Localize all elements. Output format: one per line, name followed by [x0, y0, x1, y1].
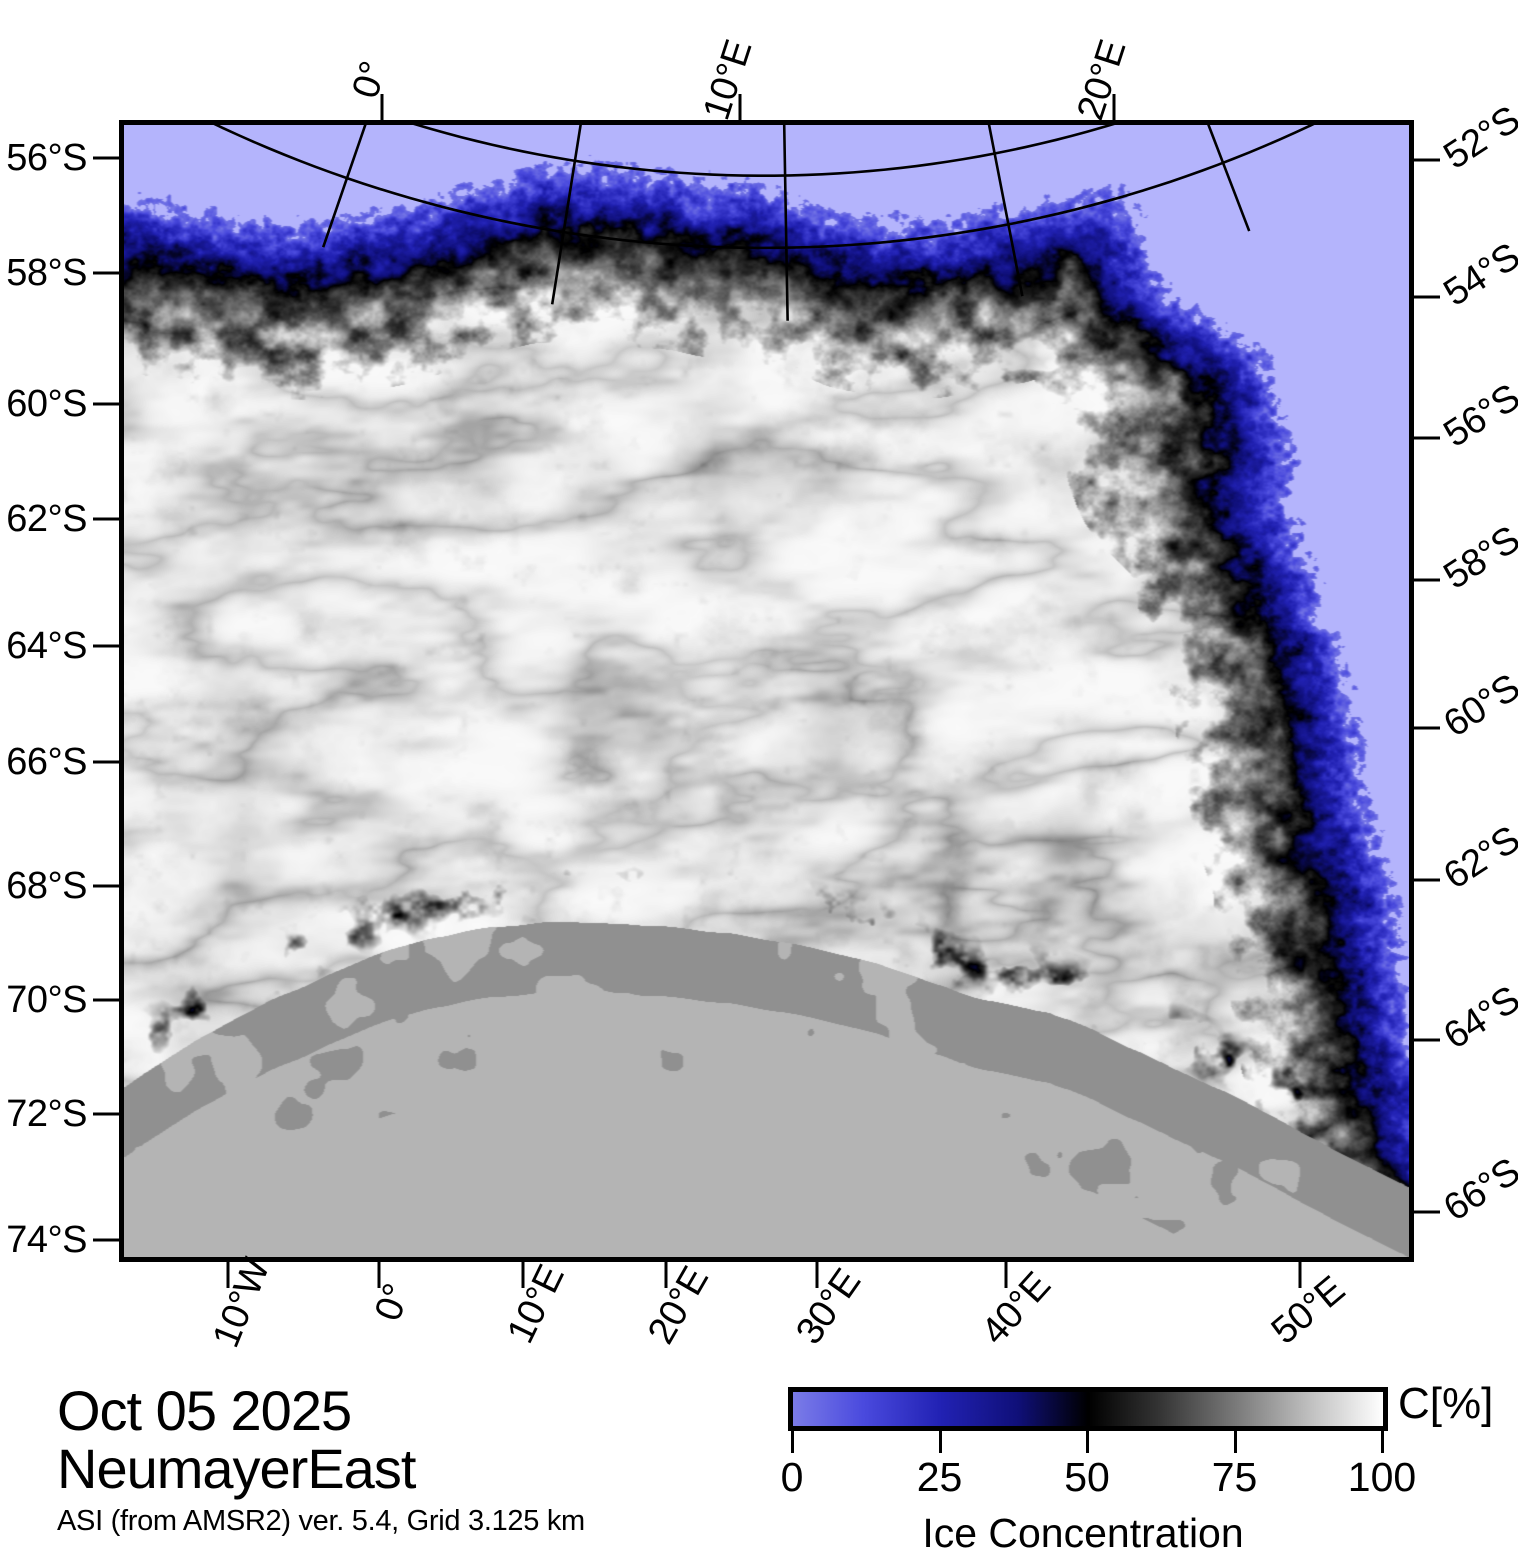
- map-region-name: NeumayerEast: [57, 1437, 416, 1500]
- axis-label: 20°E: [1069, 35, 1135, 126]
- colorbar-tick: [938, 1431, 942, 1453]
- axis-label: 52°S: [1436, 98, 1518, 178]
- colorbar-tick-label: 25: [916, 1454, 963, 1500]
- sea-ice-map: [119, 120, 1414, 1262]
- axis-label: 54°S: [1436, 235, 1518, 315]
- ice-concentration-raster: [124, 125, 1409, 1257]
- axis-label: 74°S: [6, 1219, 87, 1261]
- colorbar-tick-label: 75: [1211, 1454, 1258, 1500]
- colorbar-tick: [1086, 1431, 1089, 1453]
- colorbar-tick-label: 100: [1347, 1454, 1417, 1500]
- colorbar-tick-label: 50: [1064, 1454, 1110, 1500]
- colorbar-caption: Ice Concentration: [922, 1510, 1244, 1556]
- axis-label: 66°S: [1436, 1150, 1518, 1230]
- axis-label: 56°S: [6, 137, 87, 179]
- axis-label: 10°E: [695, 35, 761, 126]
- axis-label: 60°S: [1436, 666, 1518, 746]
- map-source-info: ASI (from AMSR2) ver. 5.4, Grid 3.125 km: [57, 1505, 585, 1537]
- axis-label: 30°E: [788, 1261, 869, 1353]
- axis-label: 70°S: [6, 979, 87, 1021]
- colorbar-gradient: [793, 1392, 1383, 1426]
- colorbar-tick-row: 0 25 50 75 100: [781, 1431, 1416, 1499]
- axis-label: 66°S: [6, 741, 87, 783]
- title-block: Oct 05 2025 NeumayerEast ASI (from AMSR2…: [57, 1382, 757, 1538]
- axis-label: 62°S: [1436, 818, 1518, 898]
- axis-label: 40°E: [973, 1264, 1059, 1353]
- colorbar-tick: [1233, 1431, 1237, 1453]
- axis-label: 10°W: [205, 1252, 279, 1354]
- axis-label: 20°E: [640, 1260, 717, 1351]
- axis-label: 72°S: [6, 1093, 87, 1135]
- axis-label: 0°: [367, 1278, 419, 1327]
- map-raster-container: [124, 125, 1409, 1257]
- axis-label: 68°S: [6, 865, 87, 907]
- axis-label: 50°E: [1263, 1268, 1353, 1353]
- axis-label: 64°S: [6, 625, 87, 667]
- colorbar-group: C[%] 0 25 50 75 100 Ice Concentration: [781, 1381, 1494, 1556]
- axis-label: 60°S: [6, 383, 87, 425]
- axis-label: 58°S: [6, 252, 87, 294]
- colorbar-tick: [791, 1431, 794, 1453]
- colorbar: [788, 1387, 1388, 1431]
- axis-label: 62°S: [6, 498, 87, 540]
- axis-label: 56°S: [1436, 376, 1518, 456]
- axis-label: 64°S: [1436, 978, 1518, 1058]
- colorbar-tick: [1381, 1431, 1384, 1453]
- axis-label: 0°: [344, 56, 396, 104]
- map-date: Oct 05 2025: [57, 1379, 352, 1442]
- axis-label: 10°E: [499, 1258, 573, 1350]
- colorbar-tick-label: 0: [780, 1454, 804, 1500]
- axis-label: 58°S: [1436, 518, 1518, 598]
- colorbar-unit-label: C[%]: [1398, 1379, 1494, 1428]
